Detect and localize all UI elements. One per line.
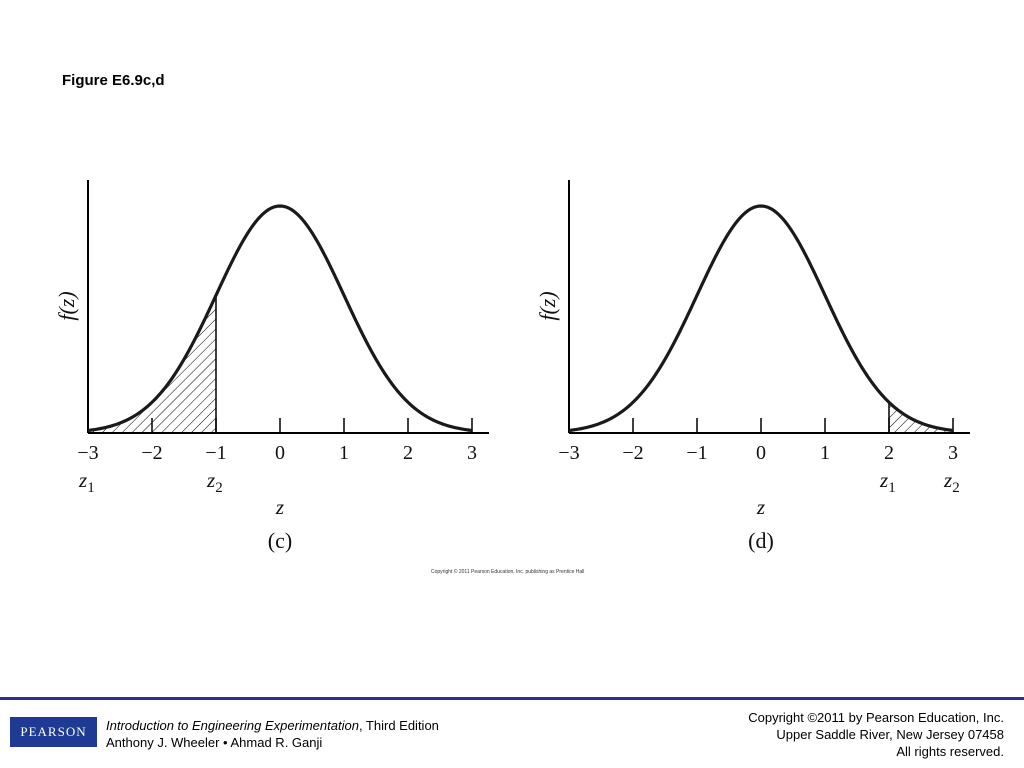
panel-label: (d)	[748, 528, 774, 553]
shaded-area	[889, 402, 953, 433]
book-authors: Anthony J. Wheeler • Ahmad R. Ganji	[106, 735, 323, 750]
x-axis-label: z	[275, 495, 284, 519]
copyright-line-3: All rights reserved.	[896, 744, 1004, 759]
x-tick-label: −1	[205, 442, 226, 464]
book-title: Introduction to Engineering Experimentat…	[106, 718, 359, 733]
copyright-line-2: Upper Saddle River, New Jersey 07458	[776, 727, 1004, 742]
shaded-area	[88, 295, 216, 433]
y-axis-label: f(z)	[54, 291, 79, 320]
y-axis-label: f(z)	[535, 291, 560, 320]
figure-copyright-note: Copyright © 2011 Pearson Education, Inc.…	[431, 569, 585, 575]
normal-curve	[568, 204, 954, 433]
x-tick-label: 0	[756, 442, 766, 464]
book-info: Introduction to Engineering Experimentat…	[106, 717, 439, 751]
chart-panel-c: −3 −2 −1 0 1 2 3f(z)z1 z2z(c)	[54, 180, 489, 553]
copyright-line-1: Copyright ©2011 by Pearson Education, In…	[748, 710, 1004, 725]
footer-divider	[0, 697, 1024, 700]
chart-panel-d: −3 −2 −1 0 1 2 3f(z)z1 z2z(d)	[535, 180, 970, 553]
x-tick-label: −3	[558, 442, 579, 464]
book-edition: , Third Edition	[358, 718, 439, 733]
panel-label: (c)	[268, 528, 292, 553]
x-tick-label: 0	[275, 442, 285, 464]
slide-title: Figure E6.9c,d	[62, 72, 165, 89]
x-tick-label: −2	[141, 442, 162, 464]
x-axis-label: z	[756, 495, 765, 519]
x-tick-label: −1	[686, 442, 707, 464]
x-tick-label: 2	[403, 442, 413, 464]
x-tick-label: 1	[339, 442, 349, 464]
x-tick-label: 3	[467, 442, 477, 464]
x-tick-label: −3	[77, 442, 98, 464]
copyright-block: Copyright ©2011 by Pearson Education, In…	[748, 709, 1004, 760]
x-tick-label: 3	[948, 442, 958, 464]
pearson-logo: PEARSON	[10, 717, 97, 747]
x-tick-label: 1	[820, 442, 830, 464]
normal-curve	[87, 204, 473, 433]
x-tick-label: −2	[622, 442, 643, 464]
x-tick-label: 2	[884, 442, 894, 464]
